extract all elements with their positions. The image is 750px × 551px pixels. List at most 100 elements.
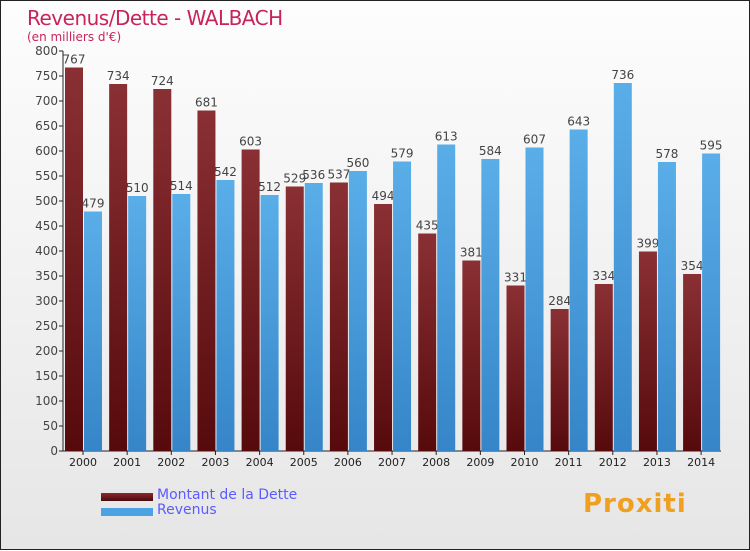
data-label: 579 <box>391 147 414 161</box>
bar-dette <box>109 84 128 451</box>
data-label: 681 <box>195 96 218 110</box>
bar-dette <box>418 233 437 451</box>
x-tick-label: 2003 <box>201 456 229 469</box>
bar-revenus <box>216 180 235 451</box>
x-tick-label: 2008 <box>422 456 450 469</box>
data-label: 595 <box>700 139 723 153</box>
y-tick-label: 100 <box>35 394 58 408</box>
y-tick-label: 0 <box>50 444 58 458</box>
y-tick-label: 450 <box>35 219 58 233</box>
bar-dette <box>65 67 83 451</box>
bar-revenus <box>348 171 367 451</box>
bar-dette <box>594 284 613 451</box>
data-label: 643 <box>567 115 590 129</box>
y-tick-label: 800 <box>35 44 58 58</box>
x-tick-label: 2013 <box>643 456 671 469</box>
bar-dette <box>683 274 702 451</box>
data-label: 578 <box>655 147 678 161</box>
x-tick-label: 2010 <box>511 456 539 469</box>
legend-swatch-dette <box>101 493 153 501</box>
bar-dette <box>506 285 525 451</box>
data-label: 331 <box>504 271 527 285</box>
y-tick-label: 750 <box>35 69 58 83</box>
data-label: 435 <box>416 219 439 233</box>
y-tick-label: 50 <box>43 419 58 433</box>
data-label: 494 <box>372 189 395 203</box>
y-tick-label: 200 <box>35 344 58 358</box>
data-label: 514 <box>170 179 193 193</box>
bar-revenus <box>613 83 632 451</box>
bar-revenus <box>702 153 721 451</box>
data-label: 479 <box>82 197 105 211</box>
y-tick-label: 500 <box>35 194 58 208</box>
data-label: 560 <box>346 156 369 170</box>
data-label: 529 <box>283 172 306 186</box>
bar-dette <box>462 260 481 451</box>
chart-subtitle: (en milliers d'€) <box>27 30 122 44</box>
data-label: 399 <box>636 237 659 251</box>
bar-dette <box>638 251 657 451</box>
y-tick-label: 150 <box>35 369 58 383</box>
data-label: 603 <box>239 135 262 149</box>
legend-label-revenus: Revenus <box>157 502 217 518</box>
data-label: 767 <box>63 53 86 67</box>
bar-revenus <box>437 144 456 451</box>
y-tick-label: 550 <box>35 169 58 183</box>
bar-revenus <box>657 162 676 451</box>
chart-title: Revenus/Dette - WALBACH <box>27 6 283 30</box>
data-label: 510 <box>126 181 149 195</box>
bar-dette <box>550 309 569 451</box>
data-label: 537 <box>327 168 350 182</box>
legend-label-dette: Montant de la Dette <box>157 487 298 503</box>
data-label: 512 <box>258 180 281 194</box>
bar-revenus <box>525 147 544 451</box>
x-tick-label: 2004 <box>246 456 274 469</box>
x-tick-label: 2012 <box>599 456 627 469</box>
data-label: 607 <box>523 133 546 147</box>
x-tick-label: 2009 <box>466 456 494 469</box>
data-label: 584 <box>479 144 502 158</box>
legend-swatch-revenus <box>101 508 153 516</box>
bar-dette <box>329 182 348 451</box>
bar-revenus <box>481 159 500 451</box>
y-tick-label: 250 <box>35 319 58 333</box>
data-label: 736 <box>611 68 634 82</box>
y-tick-label: 700 <box>35 94 58 108</box>
bar-revenus <box>304 183 323 451</box>
x-tick-label: 2011 <box>555 456 583 469</box>
bar-dette <box>153 89 172 451</box>
x-tick-label: 2001 <box>113 456 141 469</box>
y-tick-label: 650 <box>35 119 58 133</box>
x-tick-label: 2002 <box>157 456 185 469</box>
data-label: 536 <box>302 168 325 182</box>
bar-dette <box>285 186 304 451</box>
data-label: 381 <box>460 246 483 260</box>
bar-dette <box>241 149 260 451</box>
bar-revenus <box>393 161 412 451</box>
y-tick-label: 350 <box>35 269 58 283</box>
data-label: 354 <box>681 259 704 273</box>
data-label: 724 <box>151 74 174 88</box>
bar-revenus <box>569 129 588 451</box>
bar-revenus <box>128 196 147 451</box>
bar-revenus <box>172 194 191 451</box>
x-tick-label: 2005 <box>290 456 318 469</box>
y-tick-label: 600 <box>35 144 58 158</box>
bar-dette <box>374 204 393 451</box>
y-tick-label: 300 <box>35 294 58 308</box>
proxiti-logo: Proxiti <box>583 489 687 519</box>
bar-dette <box>197 110 216 451</box>
x-tick-label: 2000 <box>69 456 97 469</box>
y-tick-label: 400 <box>35 244 58 258</box>
bar-revenus <box>84 211 102 451</box>
data-label: 734 <box>107 69 130 83</box>
data-label: 542 <box>214 165 237 179</box>
data-label: 613 <box>435 130 458 144</box>
data-label: 334 <box>592 269 615 283</box>
x-tick-label: 2014 <box>687 456 715 469</box>
x-tick-label: 2006 <box>334 456 362 469</box>
x-tick-label: 2007 <box>378 456 406 469</box>
bar-revenus <box>260 195 279 451</box>
